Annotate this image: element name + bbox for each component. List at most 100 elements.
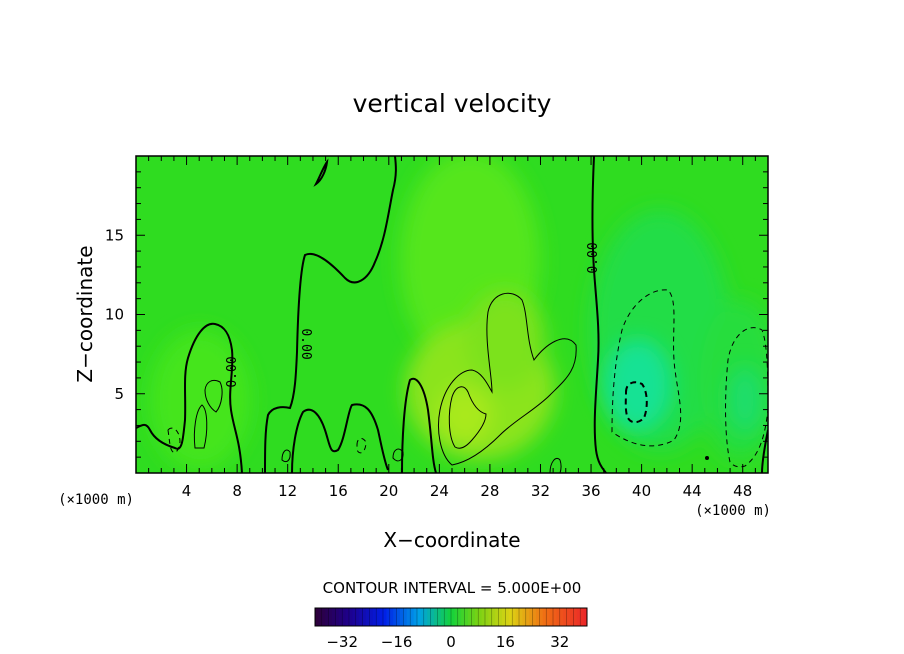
colorbar-cell [430, 608, 435, 626]
x-tick-label: 36 [581, 482, 600, 500]
zero-contour-lower [291, 403, 389, 473]
colorbar-cell [379, 608, 384, 626]
colorbar-cell [383, 608, 387, 626]
x-unit-left: (×1000 m) [58, 492, 134, 508]
neg-contour-5-center [611, 289, 682, 447]
x-tick-label: 8 [232, 482, 242, 500]
x-tick-label: 44 [683, 482, 702, 500]
colorbar-cell [338, 608, 343, 626]
colorbar-cell [332, 608, 336, 626]
colorbar-cell [522, 608, 527, 626]
colorbar-cell [321, 608, 326, 626]
contour-interval: CONTOUR INTERVAL = 5.000E+00 [323, 579, 582, 597]
colorbar-cell [556, 608, 561, 626]
colorbar-cell [410, 608, 415, 626]
colorbar-cell [355, 608, 360, 626]
colorbar-cell [546, 608, 551, 626]
y-tick-label: 10 [105, 306, 124, 324]
x-tick-label: 12 [278, 482, 297, 500]
x-tick-label: 28 [480, 482, 499, 500]
colorbar-cell [403, 608, 408, 626]
colorbar-cell [505, 608, 510, 626]
colorbar-cell [420, 608, 425, 626]
pos-contour-5 [438, 292, 577, 466]
colorbar-cell [573, 608, 578, 626]
colorbar-cell [570, 608, 574, 626]
colorbar-cell [519, 608, 523, 626]
x-tick-label: 48 [733, 482, 752, 500]
colorbar-cell [372, 608, 377, 626]
colorbar-cell [389, 608, 394, 626]
contour-label-left: 0.00 [225, 356, 240, 387]
contour-label-right: 0.00 [586, 242, 601, 273]
colorbar-cell [376, 608, 381, 626]
colorbar-cell [539, 608, 544, 626]
colorbar-tick-label: 0 [446, 633, 456, 651]
colorbar-cell [318, 608, 323, 626]
neg-contour-dot [705, 456, 709, 460]
pos-contour-left-a [193, 404, 208, 449]
x-tick-label: 24 [430, 482, 449, 500]
zero-contour-mid [264, 156, 397, 473]
y-axis-label: Z−coordinate [73, 245, 97, 382]
colorbar-cell [457, 608, 462, 626]
colorbar-cell [440, 608, 445, 626]
colorbar-cell [566, 608, 571, 626]
colorbar-cell [447, 608, 452, 626]
colorbar-cell [536, 608, 540, 626]
colorbar-cell [342, 608, 347, 626]
field-brighter-left [150, 330, 250, 470]
neg-contour-5-right [725, 327, 768, 468]
colorbar-cell [423, 608, 428, 626]
downdraft-right-glow [727, 366, 763, 434]
pos-contour-10 [448, 386, 487, 449]
colorbar-cell [468, 608, 472, 626]
x-tick-label: 16 [329, 482, 348, 500]
colorbar-cell [553, 608, 557, 626]
plot-area [136, 156, 768, 473]
colorbar-cell [488, 608, 493, 626]
colorbar-cell [386, 608, 391, 626]
x-tick-label: 40 [632, 482, 651, 500]
colorbar-cell [491, 608, 496, 626]
y-axis-ticks: 5 10 15 [105, 171, 768, 458]
colorbar-frame [314, 607, 588, 627]
colorbar-cell [529, 608, 534, 626]
x-unit-right: (×1000 m) [695, 503, 771, 519]
x-tick-label: 4 [182, 482, 192, 500]
colorbar-tick-label: −16 [381, 633, 413, 651]
colorbar-cell [474, 608, 479, 626]
neg-contour-5-small [167, 427, 181, 453]
colorbar-cell [349, 608, 353, 626]
colorbar-cell [498, 608, 503, 626]
colorbar-cell [434, 608, 438, 626]
x-tick-label: 20 [379, 482, 398, 500]
colorbar-cell [464, 608, 469, 626]
colorbar-cell [366, 608, 370, 626]
colorbar-cell [502, 608, 506, 626]
colorbar-cell [478, 608, 483, 626]
colorbar-cell [406, 608, 411, 626]
colorbar-cell [325, 608, 330, 626]
updraft-max-glow [439, 387, 491, 443]
downdraft-core-glow [604, 339, 672, 431]
pos-contour-right-edge [549, 457, 562, 473]
y-tick-label: 15 [105, 226, 124, 244]
colorbar-cell [576, 608, 581, 626]
colorbar-tick-label: 16 [496, 633, 515, 651]
colorbar-cell [352, 608, 357, 626]
updraft-upper-glow [465, 290, 545, 390]
zero-contour-left [136, 322, 243, 473]
zero-contour-right [591, 156, 607, 473]
colorbar-cell [413, 608, 418, 626]
colorbar-cell [417, 608, 421, 626]
colorbar-cell [559, 608, 564, 626]
colorbar-cell [461, 608, 466, 626]
colorbar-cell [315, 608, 319, 626]
neg-contour-10 [624, 381, 648, 424]
colorbar-cell [328, 608, 333, 626]
neg-contour-5-small-b [356, 437, 367, 454]
zero-contour-small [313, 158, 329, 187]
pos-contour-small-b [392, 448, 404, 462]
